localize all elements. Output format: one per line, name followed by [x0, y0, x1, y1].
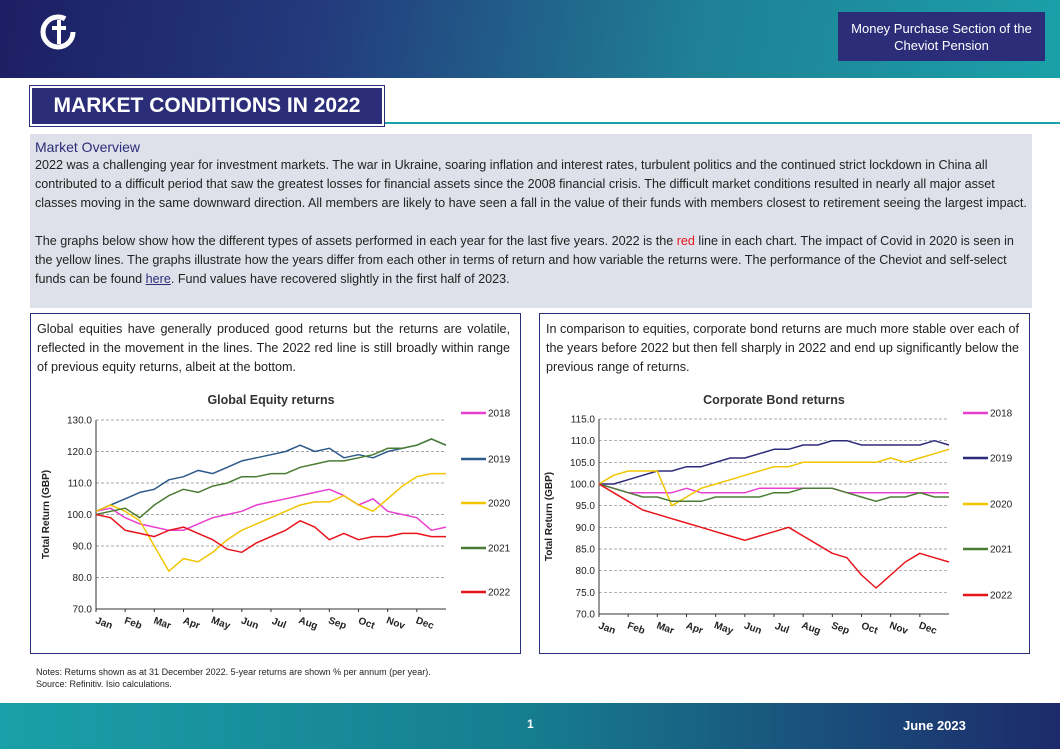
x-tick-label: Aug	[297, 615, 319, 632]
x-tick-label: Jul	[270, 616, 288, 631]
paragraph: 2022 was a challenging year for investme…	[35, 158, 1027, 210]
chart-title: Corporate Bond returns	[703, 393, 845, 407]
series-line	[95, 438, 447, 519]
section-label: Money Purchase Section of the Cheviot Pe…	[838, 12, 1045, 61]
series-line	[598, 448, 950, 507]
legend-label: 2021	[990, 545, 1013, 556]
x-tick-label: Jul	[773, 621, 791, 636]
series-line	[598, 483, 950, 589]
series-line	[95, 472, 446, 572]
x-tick-label: Sep	[327, 615, 348, 632]
y-tick-label: 70.0	[73, 605, 93, 616]
y-tick-label: 70.0	[576, 610, 596, 621]
x-tick-label: May	[210, 615, 232, 632]
page-title: MARKET CONDITIONS IN 2022	[29, 85, 385, 127]
legend-label: 2018	[488, 409, 511, 420]
chart: Corporate Bond returns Total Return (GBP)…	[544, 393, 1013, 637]
legend-label: 2020	[990, 500, 1013, 511]
x-tick-label: Jan	[94, 616, 114, 632]
y-tick-label: 120.0	[67, 447, 92, 458]
series-line	[95, 438, 447, 512]
y-tick-label: 130.0	[67, 416, 92, 427]
x-tick-label: Dec	[917, 620, 938, 637]
x-tick-label: Sep	[830, 620, 851, 637]
y-tick-label: 90.0	[73, 542, 93, 553]
x-tick-label: Apr	[181, 616, 201, 632]
y-tick-label: 80.0	[576, 566, 596, 577]
chart-title: Global Equity returns	[207, 393, 334, 407]
page-number: 1	[527, 717, 534, 731]
panel-text: Global equities have generally produced …	[37, 322, 510, 374]
y-tick-label: 95.0	[576, 501, 596, 512]
x-tick-label: Oct	[357, 616, 377, 632]
logo	[40, 14, 76, 50]
chart: Global Equity returns Total Return (GBP) 7…	[41, 393, 511, 632]
x-tick-label: Apr	[684, 621, 704, 637]
y-tick-label: 85.0	[576, 545, 596, 556]
y-tick-label: 100.0	[570, 480, 595, 491]
footer-date: June 2023	[903, 718, 966, 733]
overview-heading: Market Overview	[35, 139, 141, 155]
series-line	[95, 513, 446, 554]
legend-label: 2022	[488, 588, 511, 599]
series-line	[95, 488, 447, 532]
text-red: red	[676, 234, 695, 248]
x-tick-label: Mar	[655, 620, 676, 636]
x-tick-label: Jun	[742, 620, 762, 636]
y-tick-label: 110.0	[68, 479, 93, 490]
legend-label: 2019	[488, 455, 511, 466]
panel-text: In comparison to equities, corporate bon…	[546, 322, 1019, 374]
y-tick-label: 90.0	[576, 523, 596, 534]
y-tick-label: 110.0	[571, 436, 596, 447]
link[interactable]: here	[145, 272, 171, 286]
notes: Notes: Returns shown as at 31 December 2…	[36, 666, 431, 690]
note: Source: Refinitiv. Isio calculations.	[36, 679, 172, 689]
x-tick-label: Oct	[860, 621, 880, 637]
y-tick-label: 115.0	[571, 415, 596, 426]
legend-label: 2020	[488, 499, 511, 510]
legend-label: 2022	[990, 591, 1013, 602]
x-tick-label: Nov	[888, 620, 910, 637]
x-tick-label: Mar	[152, 615, 173, 631]
y-tick-label: 100.0	[67, 510, 92, 521]
overview: Market Overview 2022 was a challenging y…	[30, 134, 1032, 308]
legend-label: 2018	[990, 409, 1013, 420]
legend-label: 2019	[990, 454, 1013, 465]
series-line	[598, 483, 949, 494]
y-tick-label: 105.0	[570, 458, 595, 469]
x-tick-label: Feb	[626, 620, 646, 636]
y-axis-label: Total Return (GBP)	[41, 470, 52, 559]
y-tick-label: 75.0	[576, 588, 596, 599]
text: line in each chart. The impact of Covid …	[35, 234, 1014, 286]
legend-label: 2021	[488, 544, 511, 555]
text: The graphs below show how the different …	[35, 234, 677, 248]
x-tick-label: Nov	[385, 615, 407, 632]
section-text: Money Purchase Section of the Cheviot Pe…	[851, 20, 1032, 53]
text: . Fund values have recovered slightly in…	[170, 272, 510, 286]
x-tick-label: Jun	[239, 615, 259, 631]
x-tick-label: Dec	[414, 615, 435, 632]
series-line	[598, 483, 949, 503]
footer-band	[0, 703, 1060, 749]
note: Notes: Returns shown as at 31 December 2…	[36, 667, 431, 677]
rule	[30, 122, 1060, 124]
x-tick-label: May	[713, 620, 735, 637]
x-tick-label: Jan	[597, 621, 617, 637]
y-axis-label: Total Return (GBP)	[544, 472, 555, 561]
panel: In comparison to equities, corporate bon…	[539, 313, 1030, 654]
x-tick-label: Aug	[800, 620, 822, 637]
paragraph: The graphs below show how the different …	[35, 232, 1027, 289]
x-tick-label: Feb	[123, 615, 143, 631]
y-tick-label: 80.0	[73, 573, 93, 584]
panel: Global equities have generally produced …	[30, 313, 521, 654]
